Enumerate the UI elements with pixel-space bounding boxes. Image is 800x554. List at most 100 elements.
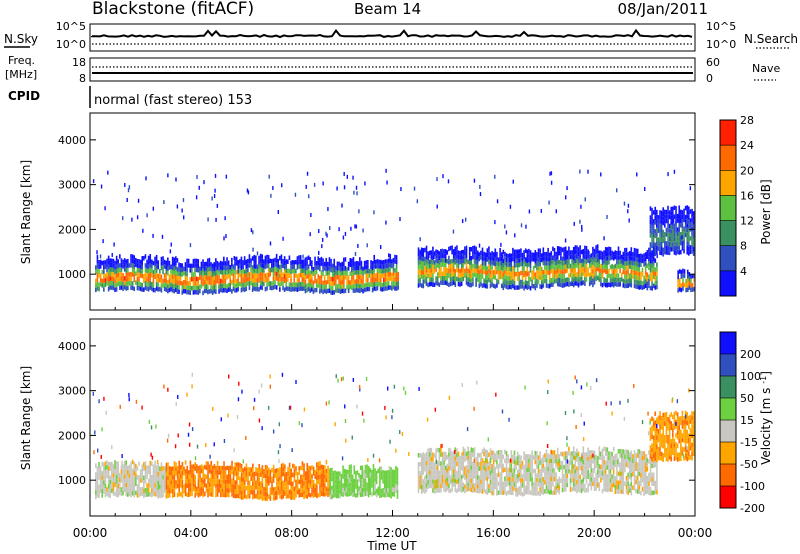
echo-cell xyxy=(311,260,313,265)
echo-cell xyxy=(343,271,345,276)
echo-cell xyxy=(500,449,503,455)
echo-cell xyxy=(433,453,436,458)
echo-cell xyxy=(168,466,171,471)
echo-cell xyxy=(101,479,104,485)
echo-cell xyxy=(513,276,516,281)
echo-cell xyxy=(420,252,423,257)
echo-cell xyxy=(388,470,391,475)
echo-cell xyxy=(320,469,323,474)
echo-cell xyxy=(534,477,537,483)
echo-cell xyxy=(473,267,476,273)
echo-cell xyxy=(111,258,113,263)
nave-tick-60: 60 xyxy=(706,56,720,69)
echo-cell xyxy=(644,283,647,289)
echo-cell xyxy=(162,474,164,480)
echo-cell xyxy=(390,480,392,486)
echo-cell xyxy=(528,454,530,459)
echo-cell xyxy=(654,215,657,221)
echo-cell xyxy=(496,477,498,483)
echo-cell xyxy=(240,477,243,482)
echo-cell xyxy=(394,254,396,260)
echo-cell-sparse xyxy=(441,248,443,253)
echo-cell xyxy=(430,470,433,475)
echo-cell xyxy=(239,476,241,481)
echo-cell xyxy=(440,262,442,267)
echo-cell xyxy=(192,285,195,291)
echo-cell xyxy=(282,471,285,477)
echo-cell xyxy=(664,209,666,215)
echo-cell xyxy=(173,479,176,484)
echo-cell xyxy=(632,251,634,257)
echo-cell xyxy=(564,478,567,483)
echo-cell xyxy=(99,273,102,278)
echo-cell xyxy=(396,494,399,499)
echo-cell xyxy=(200,468,203,474)
echo-cell xyxy=(232,264,235,269)
echo-cell xyxy=(122,464,124,469)
echo-cell xyxy=(456,249,458,255)
echo-cell xyxy=(309,274,312,280)
echo-cell xyxy=(314,492,317,497)
echo-cell xyxy=(220,470,222,475)
echo-cell xyxy=(438,260,441,265)
echo-cell xyxy=(505,284,508,290)
echo-cell xyxy=(550,467,553,473)
echo-cell xyxy=(552,454,554,460)
echo-cell xyxy=(438,470,441,475)
echo-cell xyxy=(106,460,108,465)
echo-cell-sparse xyxy=(246,188,249,193)
echo-cell xyxy=(516,460,519,466)
echo-cell xyxy=(379,484,381,489)
echo-cell xyxy=(104,273,107,279)
echo-cell xyxy=(435,484,437,489)
echo-cell xyxy=(347,266,350,271)
echo-cell xyxy=(338,279,340,284)
echo-cell xyxy=(430,254,433,260)
echo-cell xyxy=(261,474,264,479)
echo-cell xyxy=(255,485,257,490)
echo-cell-sparse xyxy=(616,188,618,193)
echo-cell xyxy=(440,474,442,480)
echo-cell-sparse xyxy=(107,170,109,175)
echo-cell xyxy=(512,256,514,262)
echo-cell xyxy=(369,477,372,482)
echo-cell xyxy=(381,273,384,279)
echo-cell xyxy=(147,269,150,274)
echo-cell xyxy=(219,283,222,288)
echo-cell xyxy=(547,261,549,266)
echo-cell xyxy=(165,260,168,266)
echo-cell xyxy=(149,285,152,290)
echo-cell xyxy=(272,469,275,474)
echo-cell xyxy=(460,452,463,457)
echo-cell xyxy=(441,461,444,466)
echo-cell xyxy=(229,465,232,471)
echo-cell xyxy=(636,257,639,263)
echo-cell xyxy=(462,263,465,268)
echo-cell xyxy=(452,450,455,456)
echo-cell xyxy=(120,262,123,268)
echo-cell xyxy=(534,450,537,456)
echo-cell xyxy=(111,461,113,467)
echo-cell-sparse xyxy=(313,182,316,187)
echo-cell-sparse xyxy=(413,186,416,191)
echo-cell xyxy=(171,283,174,289)
echo-cell xyxy=(151,286,153,291)
echo-cell xyxy=(566,259,569,264)
echo-cell xyxy=(682,281,684,287)
echo-cell xyxy=(179,280,182,286)
echo-cell xyxy=(638,258,641,263)
echo-cell xyxy=(128,469,131,474)
echo-cell xyxy=(266,492,269,497)
echo-cell xyxy=(526,272,529,277)
echo-cell-sparse xyxy=(102,239,104,244)
echo-cell xyxy=(504,283,506,288)
echo-cell xyxy=(374,468,376,473)
echo-cell xyxy=(243,260,246,266)
echo-cell xyxy=(256,282,259,287)
echo-cell xyxy=(478,484,481,489)
echo-cell xyxy=(228,492,230,498)
echo-cell xyxy=(497,266,500,271)
echo-cell xyxy=(99,488,102,494)
echo-cell xyxy=(345,487,348,492)
echo-cell xyxy=(256,286,259,292)
